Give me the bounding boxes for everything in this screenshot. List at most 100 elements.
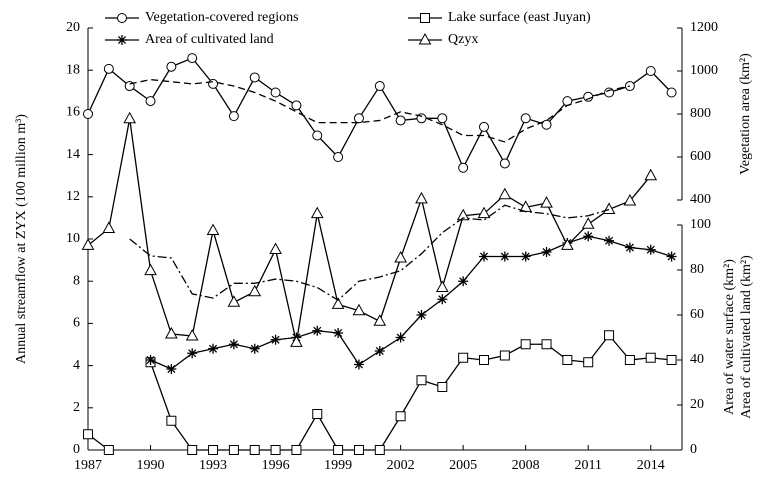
- data-point: [456, 208, 470, 221]
- data-point: [562, 355, 573, 365]
- data-point: [415, 191, 428, 204]
- data-point: [291, 100, 302, 111]
- data-point: [333, 328, 344, 338]
- data-point: [333, 152, 344, 162]
- x-tick-label: 1987: [74, 458, 102, 473]
- data-point: [290, 335, 303, 347]
- y2-tick-label: 800: [690, 106, 711, 121]
- data-point: [374, 346, 385, 356]
- legend-marker: [420, 13, 430, 23]
- data-point: [206, 223, 220, 236]
- data-point: [520, 251, 531, 262]
- data-point: [187, 348, 198, 359]
- data-point: [165, 326, 178, 339]
- data-point: [270, 334, 281, 345]
- data-point: [331, 297, 345, 309]
- data-point: [227, 295, 241, 307]
- data-point: [83, 109, 93, 119]
- data-point: [458, 352, 469, 363]
- data-point: [166, 415, 177, 426]
- data-point: [208, 78, 219, 89]
- data-point: [479, 121, 489, 132]
- data-point: [624, 355, 635, 365]
- series-line: [87, 57, 673, 170]
- data-point: [228, 445, 239, 455]
- data-point: [103, 445, 114, 455]
- data-point: [374, 445, 385, 455]
- y3-tick-label: 20: [690, 397, 704, 412]
- data-point: [103, 63, 114, 74]
- data-point: [312, 409, 323, 419]
- data-point: [583, 231, 594, 242]
- data-point: [583, 91, 594, 102]
- y-tick-label: 20: [66, 20, 80, 35]
- data-point: [581, 217, 595, 229]
- data-point: [353, 359, 364, 370]
- data-point: [541, 339, 552, 350]
- y-tick-label: 12: [66, 189, 80, 204]
- y2-tick-label: 1000: [690, 63, 718, 78]
- data-point: [499, 251, 510, 262]
- series-line: [150, 235, 672, 370]
- y-tick-label: 4: [73, 358, 80, 373]
- y3-tick-label: 80: [690, 262, 704, 277]
- data-point: [520, 339, 531, 350]
- data-point: [333, 445, 344, 455]
- data-point: [666, 87, 677, 98]
- legend-label: Lake surface (east Juyan): [448, 10, 591, 25]
- legend-marker: [418, 32, 432, 45]
- data-point: [435, 280, 449, 293]
- data-point: [645, 352, 656, 363]
- data-point: [270, 87, 281, 98]
- data-point: [144, 263, 157, 276]
- y-tick-label: 8: [73, 273, 80, 288]
- data-point: [249, 72, 260, 83]
- data-point: [208, 445, 219, 455]
- y-tick-label: 18: [66, 62, 80, 77]
- data-point: [604, 235, 615, 246]
- y3-tick-label: 0: [690, 442, 697, 457]
- x-tick-label: 2014: [637, 458, 665, 473]
- x-tick-label: 2008: [512, 458, 540, 473]
- data-point: [81, 238, 95, 250]
- data-point: [541, 247, 552, 257]
- data-point: [604, 330, 615, 341]
- data-point: [83, 429, 93, 440]
- data-point: [666, 355, 677, 365]
- data-point: [228, 339, 239, 350]
- data-point: [583, 357, 594, 368]
- data-point: [477, 206, 491, 219]
- y-tick-label: 16: [66, 105, 80, 120]
- data-point: [395, 411, 406, 422]
- x-tick-label: 1999: [324, 458, 352, 473]
- data-point: [498, 187, 512, 200]
- data-point: [248, 284, 262, 297]
- y-tick-label: 6: [73, 316, 80, 331]
- data-point: [416, 375, 427, 386]
- legend-marker: [117, 35, 127, 45]
- data-point: [645, 66, 656, 76]
- data-point: [269, 242, 282, 255]
- data-point: [416, 310, 427, 320]
- data-point: [437, 113, 448, 124]
- data-point: [499, 350, 510, 361]
- y-tick-label: 0: [73, 442, 80, 457]
- legend-label: Area of cultivated land: [145, 32, 274, 47]
- y2-axis-label: Vegetation area (km²): [738, 53, 753, 175]
- y-tick-label: 10: [66, 231, 80, 246]
- data-point: [166, 364, 177, 374]
- data-point: [623, 193, 637, 206]
- data-point: [166, 61, 177, 72]
- data-point: [145, 96, 156, 107]
- data-point: [561, 238, 574, 250]
- y3-tick-label: 40: [690, 352, 704, 367]
- data-point: [270, 445, 281, 455]
- data-point: [499, 158, 510, 169]
- data-point: [624, 242, 635, 253]
- data-point: [479, 251, 489, 262]
- data-point: [395, 332, 406, 343]
- x-tick-label: 2011: [574, 458, 601, 473]
- y-tick-label: 14: [66, 147, 80, 162]
- trend-line: [129, 78, 631, 143]
- x-tick-label: 2002: [387, 458, 415, 473]
